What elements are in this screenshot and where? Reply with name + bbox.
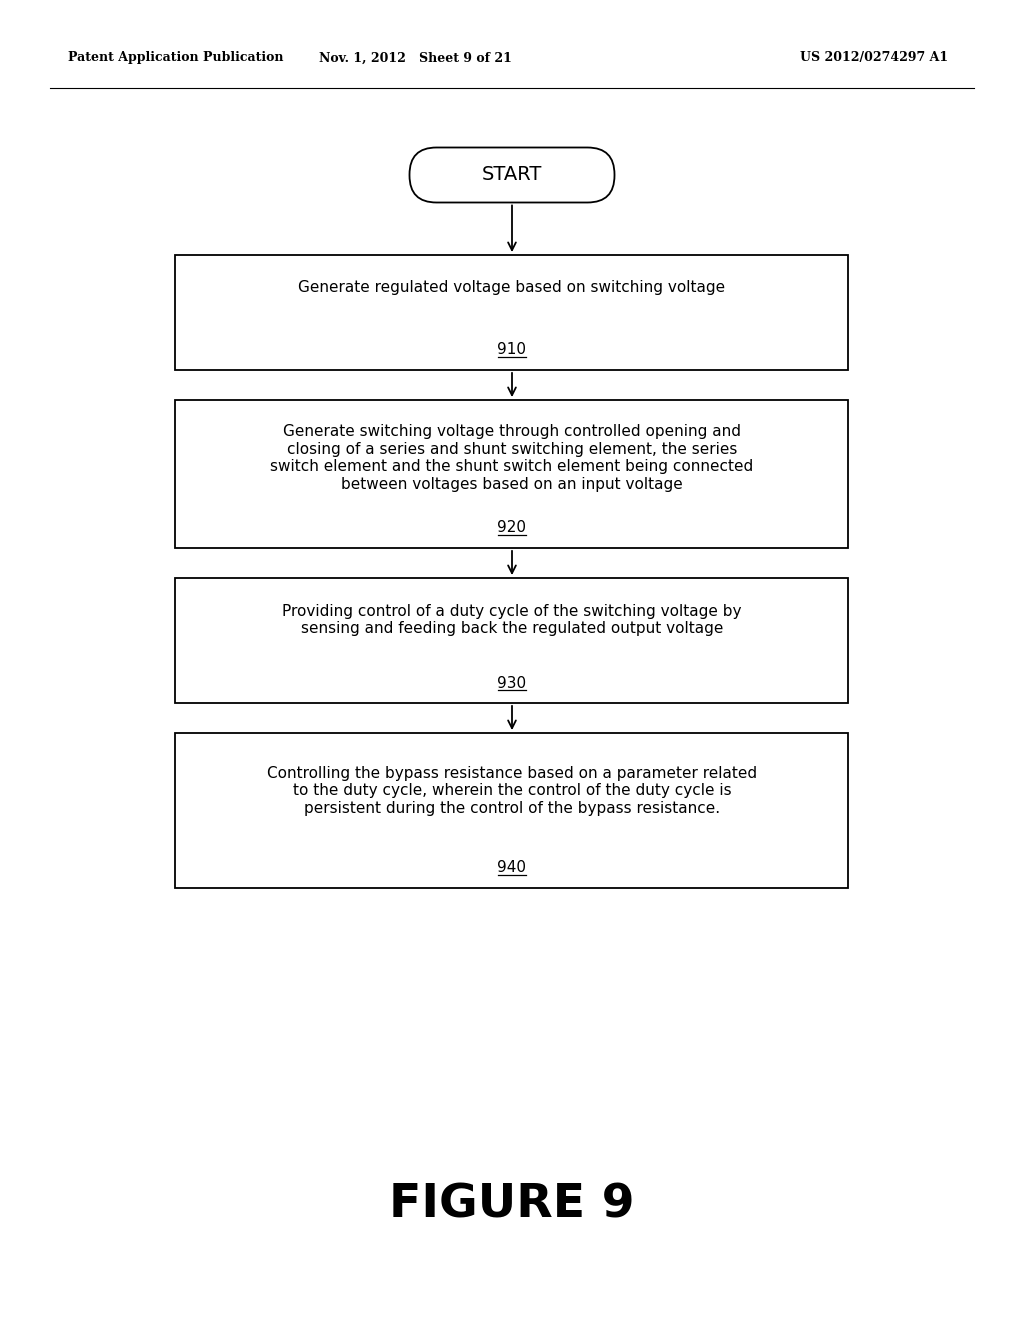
Text: START: START — [482, 165, 542, 185]
FancyBboxPatch shape — [175, 255, 848, 370]
Text: 920: 920 — [498, 520, 526, 536]
Text: Generate switching voltage through controlled opening and
closing of a series an: Generate switching voltage through contr… — [270, 425, 754, 491]
FancyBboxPatch shape — [175, 400, 848, 548]
Text: 910: 910 — [498, 342, 526, 358]
Text: FIGURE 9: FIGURE 9 — [389, 1183, 635, 1228]
Text: Controlling the bypass resistance based on a parameter related
to the duty cycle: Controlling the bypass resistance based … — [267, 766, 757, 816]
Text: US 2012/0274297 A1: US 2012/0274297 A1 — [800, 51, 948, 65]
Text: 930: 930 — [498, 676, 526, 690]
Text: Generate regulated voltage based on switching voltage: Generate regulated voltage based on swit… — [298, 280, 726, 294]
Text: Patent Application Publication: Patent Application Publication — [68, 51, 284, 65]
Text: 940: 940 — [498, 861, 526, 875]
FancyBboxPatch shape — [410, 148, 614, 202]
Text: Providing control of a duty cycle of the switching voltage by
sensing and feedin: Providing control of a duty cycle of the… — [283, 603, 741, 636]
Text: Nov. 1, 2012   Sheet 9 of 21: Nov. 1, 2012 Sheet 9 of 21 — [318, 51, 511, 65]
FancyBboxPatch shape — [175, 733, 848, 888]
FancyBboxPatch shape — [175, 578, 848, 704]
